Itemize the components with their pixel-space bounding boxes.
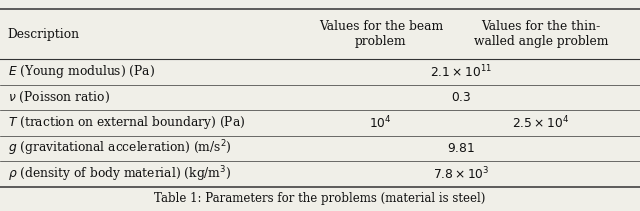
Text: $2.1 \times 10^{11}$: $2.1 \times 10^{11}$: [429, 64, 492, 80]
Text: Description: Description: [8, 28, 80, 41]
Text: $g$ (gravitational acceleration) (m/s$^2$): $g$ (gravitational acceleration) (m/s$^2…: [8, 139, 232, 158]
Text: $2.5 \times 10^{4}$: $2.5 \times 10^{4}$: [512, 115, 570, 131]
Text: $10^{4}$: $10^{4}$: [369, 115, 392, 131]
Text: $\nu$ (Poisson ratio): $\nu$ (Poisson ratio): [8, 90, 109, 105]
Text: Values for the thin-
walled angle problem: Values for the thin- walled angle proble…: [474, 20, 608, 48]
Text: $\rho$ (density of body material) (kg/m$^3$): $\rho$ (density of body material) (kg/m$…: [8, 164, 231, 184]
Text: $0.3$: $0.3$: [451, 91, 471, 104]
Text: $9.81$: $9.81$: [447, 142, 475, 155]
Text: Values for the beam
problem: Values for the beam problem: [319, 20, 443, 48]
Text: $E$ (Young modulus) (Pa): $E$ (Young modulus) (Pa): [8, 63, 155, 80]
Text: Table 1: Parameters for the problems (material is steel): Table 1: Parameters for the problems (ma…: [154, 192, 486, 205]
Text: $T$ (traction on external boundary) (Pa): $T$ (traction on external boundary) (Pa): [8, 114, 245, 131]
Text: $7.8 \times 10^{3}$: $7.8 \times 10^{3}$: [433, 166, 489, 182]
